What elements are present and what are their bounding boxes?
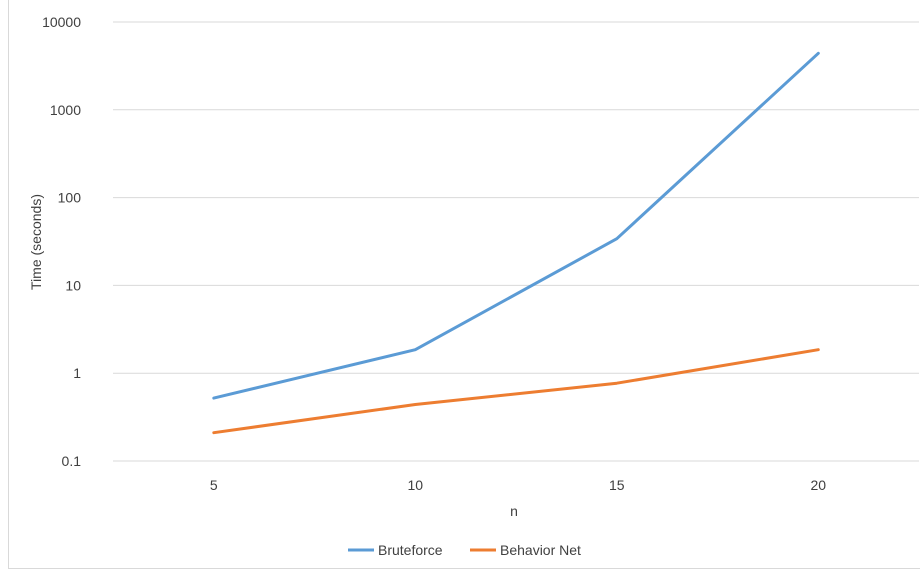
chart-frame	[8, 0, 920, 569]
y-tick-label: 10000	[42, 14, 81, 30]
legend: Bruteforce Behavior Net	[348, 542, 581, 558]
y-tick-label: 1	[73, 365, 81, 381]
x-tick-label: 5	[210, 477, 218, 493]
legend-label-behavior-net: Behavior Net	[500, 542, 581, 558]
y-tick-label: 100	[58, 190, 82, 206]
y-axis-title: Time (seconds)	[28, 194, 44, 290]
x-tick-label: 20	[810, 477, 826, 493]
x-axis-ticks: 5 10 15 20	[210, 477, 826, 493]
y-axis-ticks: 0.1 1 10 100 1000 10000	[42, 14, 81, 469]
series-line-bruteforce	[212, 51, 820, 400]
x-tick-label: 10	[407, 477, 423, 493]
legend-label-bruteforce: Bruteforce	[378, 542, 443, 558]
gridlines	[113, 21, 919, 462]
x-tick-label: 15	[609, 477, 625, 493]
y-tick-label: 0.1	[62, 453, 82, 469]
x-axis-title: n	[510, 503, 518, 519]
y-tick-label: 10	[65, 277, 81, 293]
series-line-behavior-net	[212, 348, 820, 435]
series-lines	[212, 51, 820, 435]
y-tick-label: 1000	[50, 102, 81, 118]
